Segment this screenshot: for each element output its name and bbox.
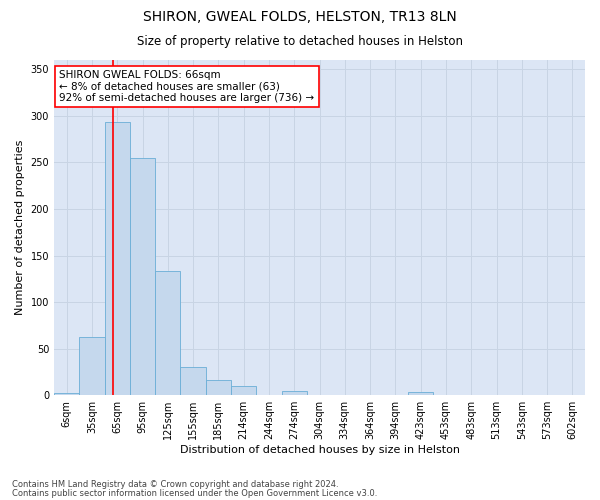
Bar <box>206 380 231 395</box>
Bar <box>130 158 155 395</box>
Bar <box>155 272 181 395</box>
Bar <box>181 368 206 395</box>
Text: SHIRON, GWEAL FOLDS, HELSTON, TR13 8LN: SHIRON, GWEAL FOLDS, HELSTON, TR13 8LN <box>143 10 457 24</box>
Bar <box>104 122 130 395</box>
X-axis label: Distribution of detached houses by size in Helston: Distribution of detached houses by size … <box>179 445 460 455</box>
Bar <box>408 392 433 395</box>
Bar <box>79 338 104 395</box>
Text: Contains HM Land Registry data © Crown copyright and database right 2024.: Contains HM Land Registry data © Crown c… <box>12 480 338 489</box>
Text: SHIRON GWEAL FOLDS: 66sqm
← 8% of detached houses are smaller (63)
92% of semi-d: SHIRON GWEAL FOLDS: 66sqm ← 8% of detach… <box>59 70 314 103</box>
Text: Size of property relative to detached houses in Helston: Size of property relative to detached ho… <box>137 35 463 48</box>
Y-axis label: Number of detached properties: Number of detached properties <box>15 140 25 316</box>
Bar <box>281 392 307 395</box>
Bar <box>54 394 79 395</box>
Bar <box>231 386 256 395</box>
Text: Contains public sector information licensed under the Open Government Licence v3: Contains public sector information licen… <box>12 489 377 498</box>
